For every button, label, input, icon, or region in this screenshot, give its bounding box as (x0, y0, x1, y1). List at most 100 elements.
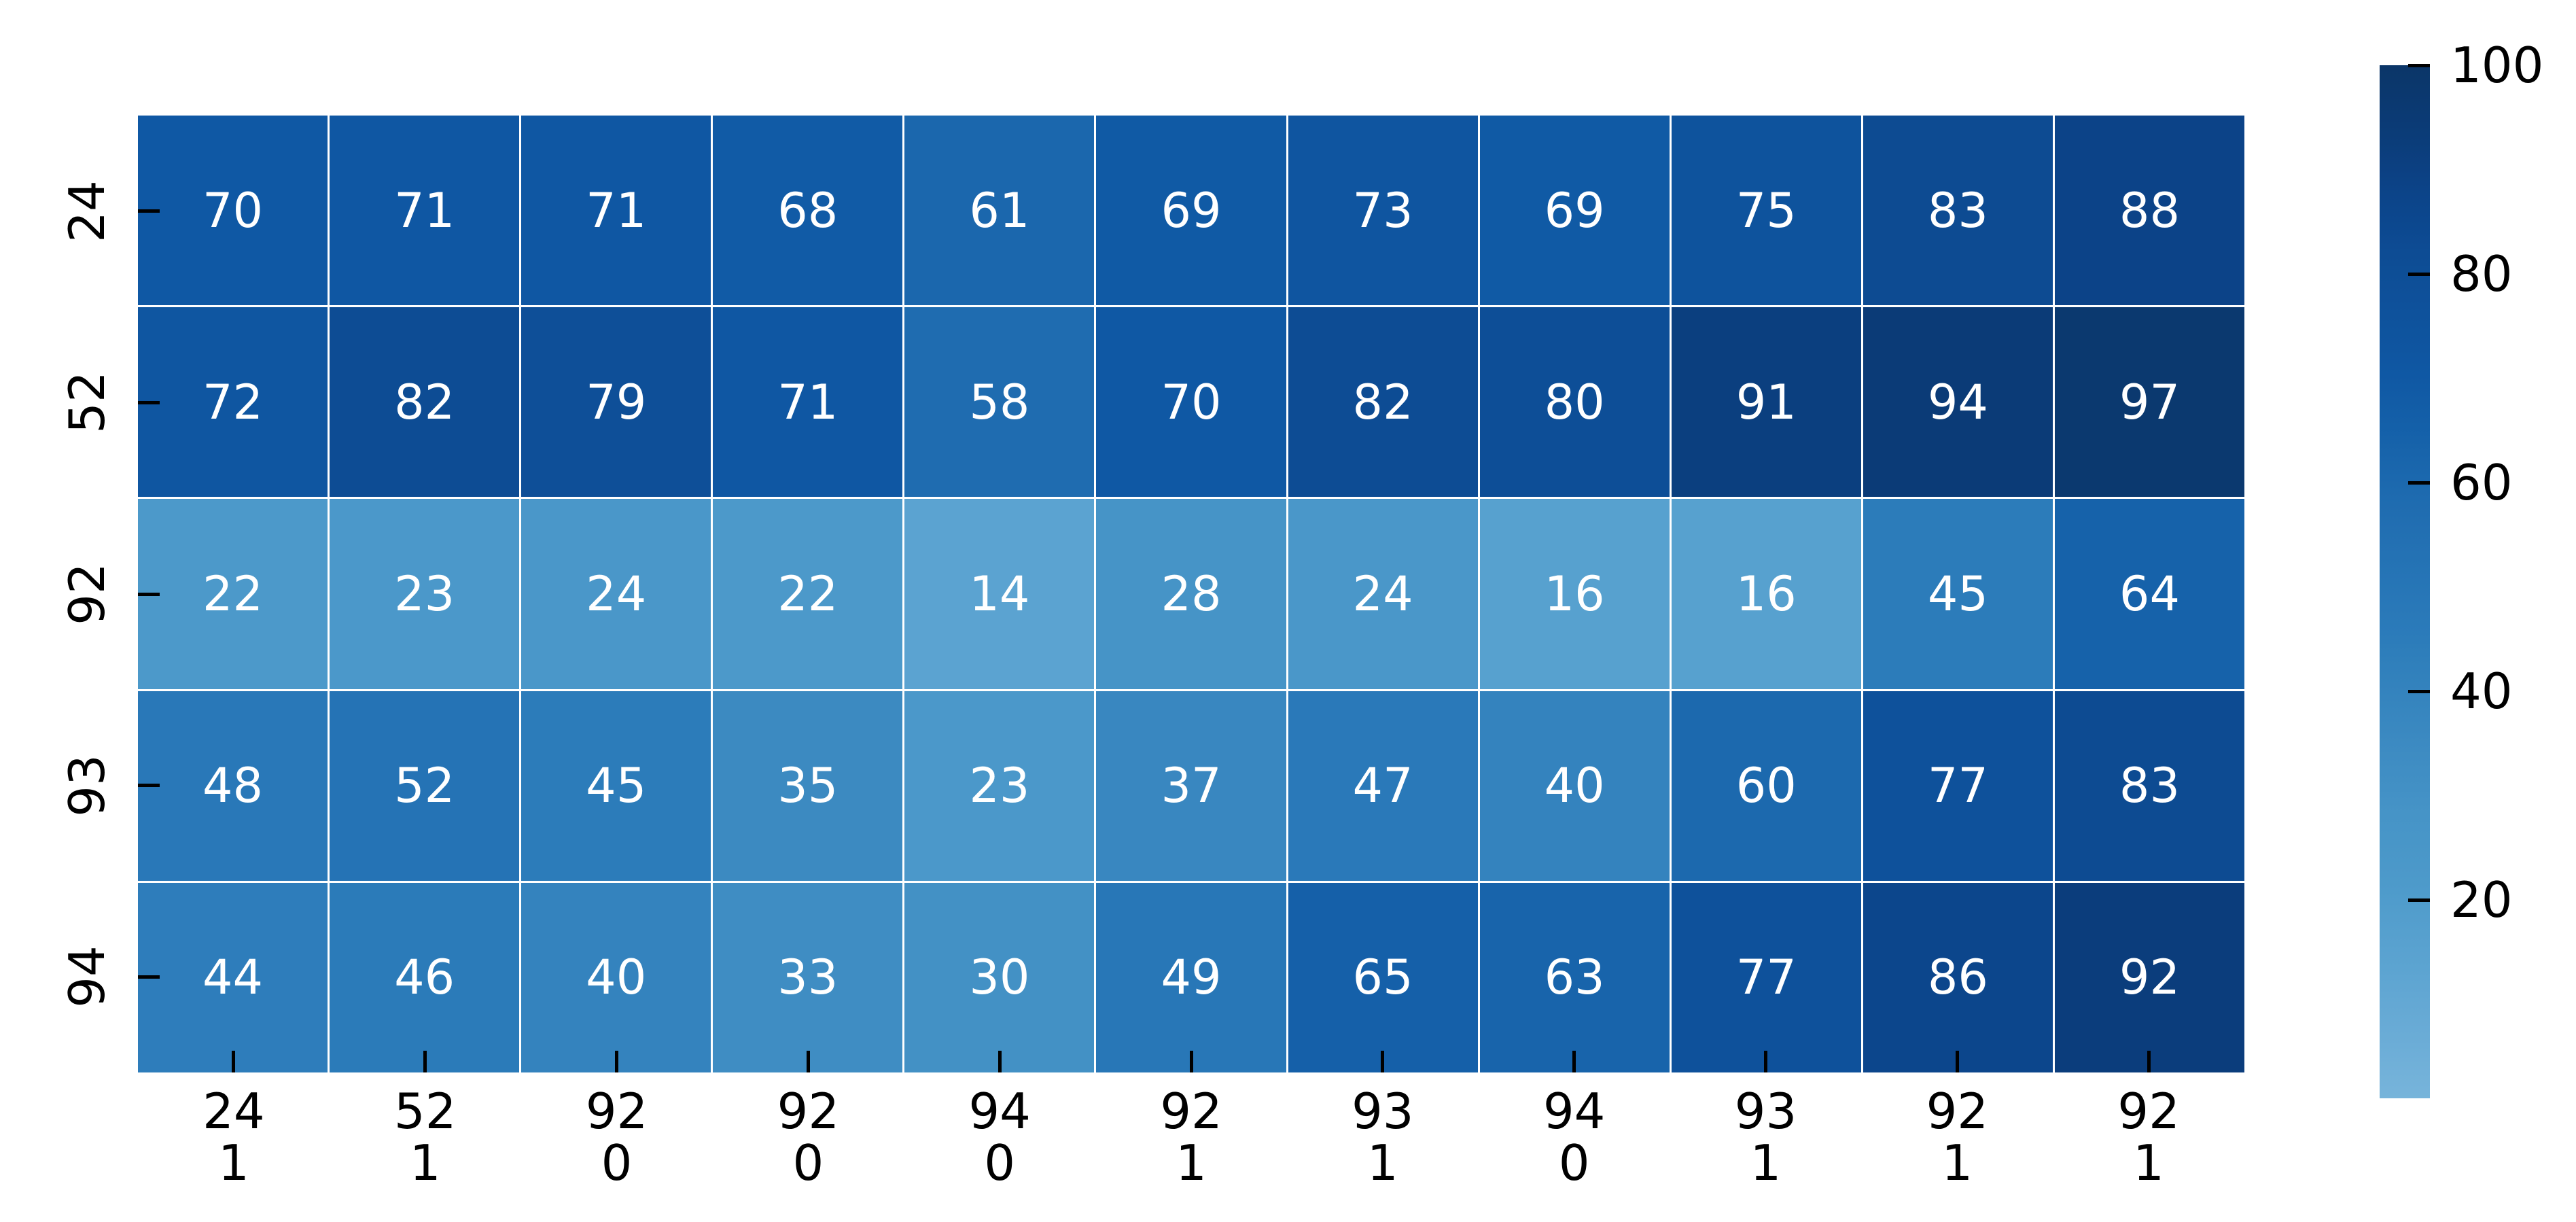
heatmap-cell-r1-c2: 79 (521, 307, 711, 497)
cell-value: 82 (394, 374, 455, 430)
cell-value: 58 (969, 374, 1030, 430)
cell-value: 63 (1544, 949, 1605, 1006)
colorbar-tick (2408, 898, 2430, 902)
x-axis-label-line: 92 (585, 1083, 648, 1140)
x-axis-label-col5: 94 0 (968, 1085, 1031, 1189)
x-axis-label-line: 92 (1926, 1083, 1989, 1140)
heatmap-cell-r3-c3: 35 (713, 691, 903, 881)
cell-value: 86 (1927, 949, 1988, 1006)
colorbar-tick-label-40: 40 (2450, 663, 2513, 720)
y-axis-tick (138, 975, 160, 979)
cell-value: 91 (1735, 374, 1797, 430)
cell-value: 97 (2119, 374, 2180, 430)
cell-value: 80 (1544, 374, 1605, 430)
x-axis-tick (423, 1051, 427, 1072)
heatmap-cell-r3-c8: 60 (1671, 691, 1861, 881)
cell-value: 82 (1352, 374, 1413, 430)
x-axis-tick (1572, 1051, 1576, 1072)
y-axis-label-93: 93 (58, 754, 116, 817)
x-axis-label-line: 24 (202, 1083, 265, 1140)
x-axis-tick (1763, 1051, 1767, 1072)
x-axis-tick (1381, 1051, 1385, 1072)
x-axis-label-line: 0 (792, 1134, 824, 1191)
cell-value: 45 (586, 758, 647, 814)
cell-value: 73 (1352, 182, 1413, 239)
cell-value: 72 (202, 374, 264, 430)
cell-value: 49 (1161, 949, 1222, 1006)
heatmap-cell-r4-c3: 33 (713, 882, 903, 1072)
cell-value: 23 (969, 758, 1030, 814)
cell-value: 23 (394, 565, 455, 622)
x-axis-label-line: 1 (1941, 1134, 1973, 1191)
heatmap-cell-r2-c10: 64 (2054, 499, 2244, 689)
heatmap-cell-r0-c4: 61 (904, 116, 1095, 306)
y-axis-label-24: 24 (58, 179, 116, 243)
heatmap-cell-r1-c8: 91 (1671, 307, 1861, 497)
cell-value: 65 (1352, 949, 1413, 1006)
y-axis-tick (138, 784, 160, 788)
cell-value: 45 (1927, 565, 1988, 622)
heatmap-cell-r4-c8: 77 (1671, 882, 1861, 1072)
cell-value: 52 (394, 758, 455, 814)
x-axis-label-line: 1 (1366, 1134, 1398, 1191)
x-axis-tick (1955, 1051, 1959, 1072)
heatmap-cell-r2-c9: 45 (1863, 499, 2053, 689)
colorbar-tick-label-20: 20 (2450, 871, 2513, 929)
heatmap-cell-r2-c6: 24 (1288, 499, 1478, 689)
cell-value: 70 (1161, 374, 1222, 430)
x-axis-label-line: 0 (984, 1134, 1016, 1191)
colorbar-tick (2408, 689, 2430, 693)
x-axis-label-line: 1 (2133, 1134, 2164, 1191)
x-axis-label-col2: 52 1 (394, 1085, 457, 1189)
x-axis-tick (1189, 1051, 1193, 1072)
y-axis-label-94: 94 (58, 945, 116, 1008)
x-axis-tick (998, 1051, 1002, 1072)
cell-value: 35 (777, 758, 839, 814)
cell-value: 79 (586, 374, 647, 430)
cell-value: 69 (1161, 182, 1222, 239)
y-axis-tick (138, 592, 160, 596)
colorbar-tick-label-80: 80 (2450, 245, 2513, 303)
cell-value: 30 (969, 949, 1030, 1006)
heatmap-cell-r1-c9: 94 (1863, 307, 2053, 497)
heatmap-cell-r1-c4: 58 (904, 307, 1095, 497)
heatmap-cell-r3-c6: 47 (1288, 691, 1478, 881)
heatmap-cell-r0-c0: 70 (138, 116, 328, 306)
cell-value: 77 (1927, 758, 1988, 814)
x-axis-label-line: 1 (1176, 1134, 1207, 1191)
heatmap-cell-r3-c0: 48 (138, 691, 328, 881)
heatmap-cell-r0-c8: 75 (1671, 116, 1861, 306)
heatmap-cell-r3-c1: 52 (330, 691, 520, 881)
heatmap-cell-r2-c8: 16 (1671, 499, 1861, 689)
cell-value: 24 (1352, 565, 1413, 622)
cell-value: 71 (777, 374, 839, 430)
cell-value: 71 (586, 182, 647, 239)
cell-value: 75 (1735, 182, 1797, 239)
cell-value: 28 (1161, 565, 1222, 622)
x-axis-tick (615, 1051, 619, 1072)
colorbar-tick-label-60: 60 (2450, 454, 2513, 512)
cell-value: 40 (1544, 758, 1605, 814)
heatmap-cell-r0-c10: 88 (2054, 116, 2244, 306)
heatmap-cell-r4-c4: 30 (904, 882, 1095, 1072)
cell-value: 40 (586, 949, 647, 1006)
colorbar-tick-label-100: 100 (2450, 37, 2544, 94)
x-axis-label-line: 1 (409, 1134, 441, 1191)
y-axis-tick (138, 400, 160, 404)
x-axis-label-col10: 92 1 (1926, 1085, 1988, 1189)
heatmap-cell-r1-c10: 97 (2054, 307, 2244, 497)
cell-value: 69 (1544, 182, 1605, 239)
heatmap-cell-r0-c1: 71 (330, 116, 520, 306)
cell-value: 77 (1735, 949, 1797, 1006)
colorbar-gradient (2380, 65, 2430, 1098)
heatmap-cell-r2-c5: 28 (1096, 499, 1286, 689)
x-axis-label-col6: 92 1 (1160, 1085, 1222, 1189)
heatmap-cell-r0-c9: 83 (1863, 116, 2053, 306)
cell-value: 83 (2119, 758, 2180, 814)
heatmap-cell-r3-c4: 23 (904, 691, 1095, 881)
cell-value: 70 (202, 182, 264, 239)
cell-value: 61 (969, 182, 1030, 239)
heatmap-cell-r4-c6: 65 (1288, 882, 1478, 1072)
x-axis-label-line: 92 (777, 1083, 840, 1140)
